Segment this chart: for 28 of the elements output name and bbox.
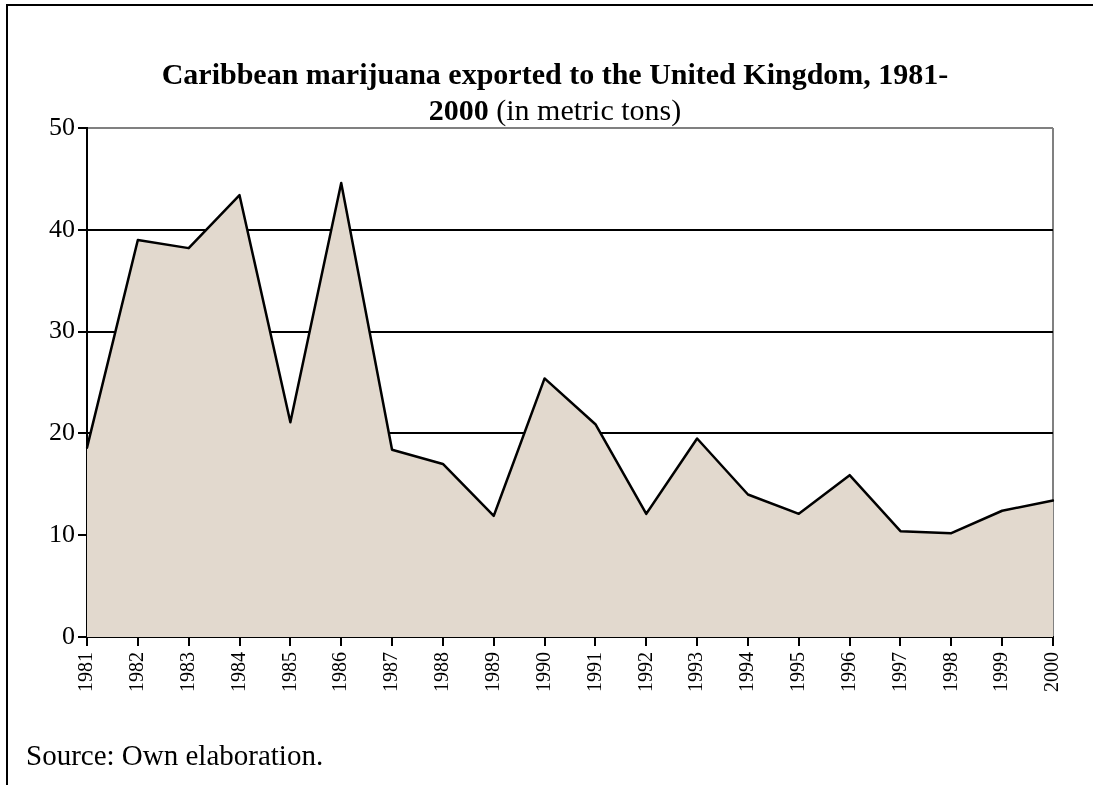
x-tick-label: 1985 (277, 652, 300, 692)
x-tick-label: 1982 (125, 652, 148, 692)
x-tick-label: 1990 (531, 652, 554, 692)
x-tick-label: 2000 (1040, 652, 1063, 692)
x-tick-label: 1983 (175, 652, 198, 692)
x-tick-label: 1981 (74, 652, 97, 692)
y-tick-label: 50 (49, 111, 75, 141)
x-tick-label: 1991 (582, 652, 605, 692)
x-tick-label: 1999 (989, 652, 1012, 692)
y-tick-label: 30 (49, 315, 75, 345)
x-tick-label: 1996 (836, 652, 859, 692)
x-tick-label: 1997 (887, 652, 910, 692)
x-tick-label: 1987 (379, 652, 402, 692)
x-tick-label: 1992 (633, 652, 656, 692)
y-tick-label: 10 (49, 519, 75, 549)
x-tick-label: 1984 (226, 652, 249, 692)
x-tick-label: 1995 (786, 652, 809, 692)
x-tick-label: 1998 (938, 652, 961, 692)
chart-title: Caribbean marijuana exported to the United Kingdom, 1981-2000 (in metric tons) (161, 57, 949, 126)
y-tick-label: 20 (49, 417, 75, 447)
source-note: Source: Own elaboration. (26, 739, 324, 772)
x-tick-label: 1989 (480, 652, 503, 692)
x-tick-label: 1993 (684, 652, 707, 692)
x-tick-label: 1986 (328, 652, 351, 692)
y-tick-label: 40 (49, 213, 75, 243)
x-tick-label: 1994 (735, 652, 758, 692)
x-tick-label: 1988 (430, 652, 453, 692)
y-tick-label: 0 (62, 620, 75, 650)
